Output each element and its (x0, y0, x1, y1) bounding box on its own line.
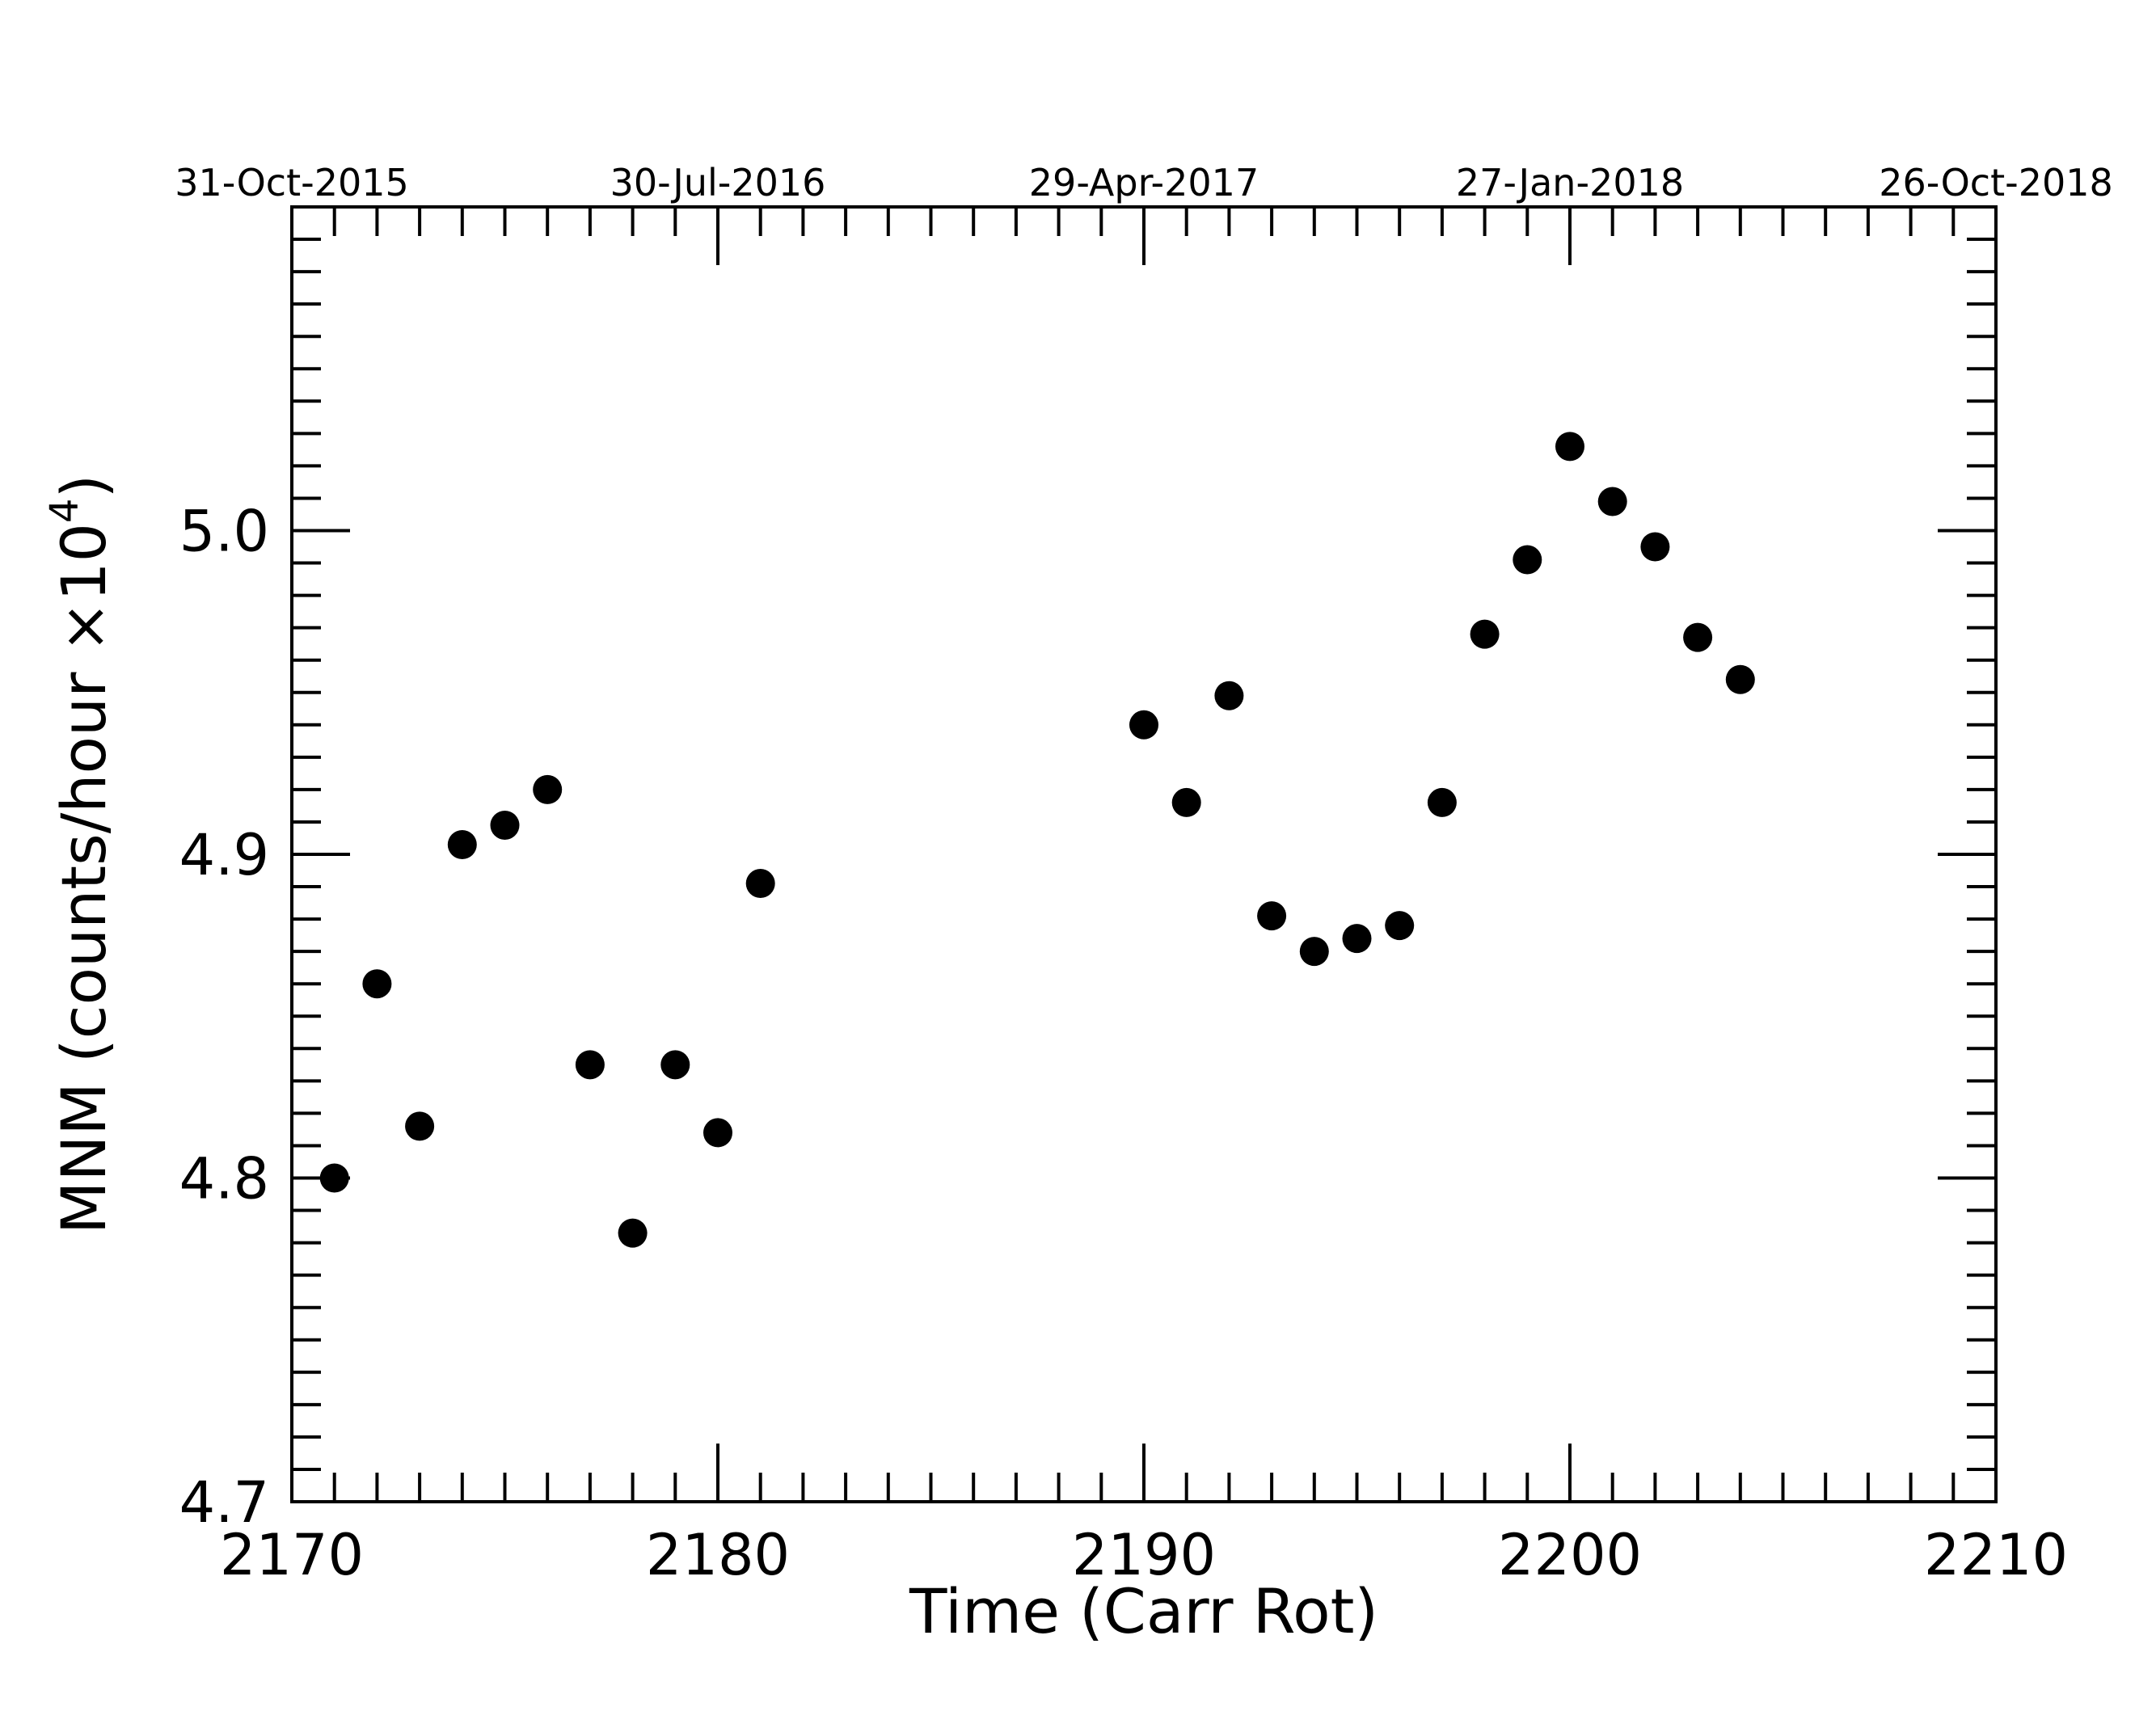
x-tick-label: 2210 (1924, 1522, 2068, 1588)
data-point (1597, 487, 1627, 516)
x-tick-label: 2200 (1498, 1522, 1642, 1588)
data-point (1555, 432, 1584, 462)
data-point (575, 1050, 605, 1080)
data-point (660, 1050, 690, 1080)
data-point (1513, 545, 1542, 575)
x2-tick-label: 30-Jul-2016 (610, 161, 826, 204)
x-tick-label: 2190 (1072, 1522, 1216, 1588)
y-label-end: ) (48, 474, 120, 499)
data-point (1725, 664, 1755, 694)
y-tick-label: 4.8 (179, 1146, 269, 1212)
data-point (1470, 619, 1500, 649)
data-point (533, 774, 563, 804)
data-point (490, 810, 520, 840)
data-point (703, 1118, 732, 1148)
plot-frame (290, 205, 1998, 1503)
y-tick-label: 5.0 (179, 499, 269, 565)
x2-tick-label: 31-Oct-2015 (175, 161, 409, 204)
data-point (319, 1163, 349, 1193)
y-axis-label: MNM (counts/hour ×104) (42, 474, 120, 1234)
data-point (447, 829, 477, 859)
data-point (405, 1111, 435, 1141)
data-point (1129, 710, 1158, 740)
x-tick-label: 2170 (220, 1522, 364, 1588)
y-tick-label: 4.9 (179, 822, 269, 888)
data-point (745, 869, 775, 899)
y-tick-label: 4.7 (179, 1469, 269, 1536)
data-point (1683, 622, 1713, 652)
x2-tick-label: 29-Apr-2017 (1029, 161, 1259, 204)
data-point (1171, 787, 1201, 817)
x2-tick-label: 26-Oct-2018 (1879, 161, 2113, 204)
x-tick-label: 2180 (646, 1522, 790, 1588)
data-point (1640, 532, 1670, 562)
data-point (1299, 937, 1329, 967)
data-point (1214, 681, 1244, 710)
data-point (362, 969, 392, 999)
data-point (1427, 787, 1457, 817)
data-point (1385, 911, 1415, 941)
data-point (1257, 901, 1287, 931)
y-label-main: MNM (counts/hour ×10 (48, 523, 120, 1234)
x-axis-label: Time (Carr Rot) (909, 1575, 1378, 1647)
data-point (1342, 924, 1372, 954)
data-point (618, 1218, 648, 1248)
x2-tick-label: 27-Jan-2018 (1456, 161, 1684, 204)
y-label-sup: 4 (42, 499, 87, 524)
